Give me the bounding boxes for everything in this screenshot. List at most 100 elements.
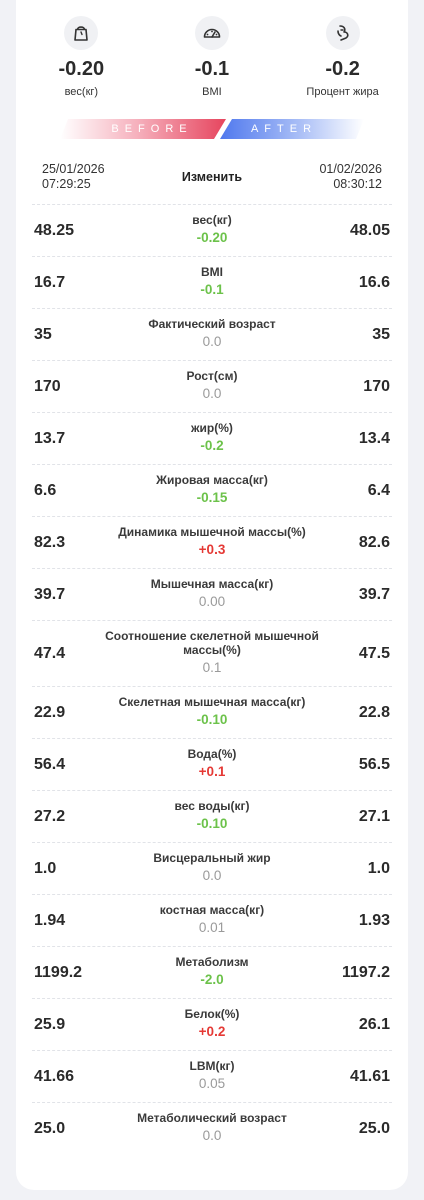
metric-change: 0.05: [198, 1076, 226, 1091]
metric-before-value: 1.94: [34, 911, 66, 929]
metric-row: 6.6 Жировая масса(кг) -0.15 6.4: [32, 464, 392, 516]
metric-after-value: 26.1: [358, 1015, 390, 1033]
after-time: 08:30:12: [333, 177, 382, 191]
metric-after-value: 25.0: [358, 1119, 390, 1137]
metric-change: -0.2: [200, 438, 224, 453]
metric-name: вес(кг): [192, 213, 232, 227]
summary-fat-value: -0.2: [325, 58, 360, 80]
metric-center: Рост(см) 0.0: [92, 369, 332, 402]
metric-name: Скелетная мышечная масса(кг): [118, 695, 306, 709]
metric-before-value: 56.4: [34, 755, 66, 773]
metric-change: +0.2: [198, 1024, 226, 1039]
summary-section: -0.20 вес(кг) -0.1 BMI -0.2 Процент жира: [16, 16, 408, 99]
metric-center: Висцеральный жир 0.0: [92, 851, 332, 884]
metric-after-value: 6.4: [367, 481, 390, 499]
speedometer-icon: [194, 16, 229, 50]
before-label: BEFORE: [111, 123, 193, 135]
edit-button[interactable]: Изменить: [181, 170, 243, 184]
metric-row: 22.9 Скелетная мышечная масса(кг) -0.10 22.…: [32, 686, 392, 738]
metric-change: +0.3: [198, 542, 226, 557]
metric-change: -2.0: [200, 972, 224, 987]
metric-name: BMI: [201, 265, 223, 279]
metric-name: Жировая масса(кг): [156, 473, 268, 487]
metric-after-value: 82.6: [358, 533, 390, 551]
metric-after-value: 1197.2: [341, 963, 390, 981]
metric-center: Метаболизм -2.0: [92, 955, 332, 988]
metric-name: Соотношение скелетной мышечной массы(%): [105, 629, 319, 657]
metric-change: 0.00: [198, 594, 226, 609]
metric-before-value: 39.7: [34, 585, 66, 603]
metric-name: Мышечная масса(кг): [150, 577, 274, 591]
metric-change: 0.01: [198, 920, 226, 935]
metric-name: Вода(%): [187, 747, 237, 761]
metric-before-value: 27.2: [34, 807, 66, 825]
summary-weight-label: вес(кг): [64, 86, 99, 98]
metric-change: -0.10: [196, 712, 228, 727]
date-header: 25/01/2026 07:29:25 Изменить 01/02/2026 …: [42, 162, 382, 194]
metric-row: 16.7 BMI -0.1 16.6: [32, 256, 392, 308]
metric-change: 0.0: [202, 386, 222, 401]
metric-center: LBM(кг) 0.05: [92, 1059, 332, 1092]
weight-scale-icon: [64, 16, 99, 50]
metric-after-value: 41.61: [349, 1067, 390, 1085]
metric-center: BMI -0.1: [92, 265, 332, 298]
metric-row: 56.4 Вода(%) +0.1 56.5: [32, 738, 392, 790]
metric-row: 1199.2 Метаболизм -2.0 1197.2: [32, 946, 392, 998]
metric-after-value: 13.4: [358, 429, 390, 447]
banner-graphic: [60, 119, 364, 139]
metric-name: жир(%): [191, 421, 233, 435]
metric-center: Мышечная масса(кг) 0.00: [92, 577, 332, 610]
metric-name: LBM(кг): [189, 1059, 235, 1073]
metric-name: Висцеральный жир: [153, 851, 271, 865]
before-datetime: 25/01/2026 07:29:25: [42, 162, 105, 192]
metric-name: Белок(%): [184, 1007, 240, 1021]
metric-name: Фактический возраст: [148, 317, 276, 331]
metric-after-value: 35: [372, 325, 390, 343]
metric-row: 41.66 LBM(кг) 0.05 41.61: [32, 1050, 392, 1102]
metric-before-value: 6.6: [34, 481, 57, 499]
summary-bmi: -0.1 BMI: [147, 16, 278, 99]
metric-row: 27.2 вес воды(кг) -0.10 27.1: [32, 790, 392, 842]
metric-after-value: 16.6: [358, 273, 390, 291]
metric-name: Метаболизм: [175, 955, 249, 969]
metric-row: 48.25 вес(кг) -0.20 48.05: [32, 204, 392, 256]
metric-row: 35 Фактический возраст 0.0 35: [32, 308, 392, 360]
metric-change: -0.10: [196, 816, 228, 831]
metric-before-value: 1.0: [34, 859, 57, 877]
metric-before-value: 13.7: [34, 429, 66, 447]
metric-change: -0.1: [200, 282, 224, 297]
before-time: 07:29:25: [42, 177, 91, 191]
metric-change: -0.20: [196, 230, 228, 245]
metric-center: Скелетная мышечная масса(кг) -0.10: [92, 695, 332, 728]
metric-center: вес воды(кг) -0.10: [92, 799, 332, 832]
metric-name: вес воды(кг): [174, 799, 250, 813]
metric-before-value: 1199.2: [34, 963, 83, 981]
metric-row: 13.7 жир(%) -0.2 13.4: [32, 412, 392, 464]
summary-bmi-value: -0.1: [194, 58, 230, 80]
metric-before-value: 16.7: [34, 273, 66, 291]
metric-after-value: 170: [363, 377, 390, 395]
metric-after-value: 47.5: [358, 644, 390, 662]
metric-change: 0.0: [202, 1128, 222, 1143]
summary-weight-value: -0.20: [58, 58, 105, 80]
before-date: 25/01/2026: [42, 162, 105, 176]
metric-before-value: 48.25: [34, 221, 75, 239]
metric-center: Вода(%) +0.1: [92, 747, 332, 780]
metric-row: 1.94 костная масса(кг) 0.01 1.93: [32, 894, 392, 946]
metric-change: +0.1: [198, 764, 226, 779]
metric-before-value: 170: [34, 377, 61, 395]
metric-center: вес(кг) -0.20: [92, 213, 332, 246]
before-after-banner: BEFORE AFTER: [60, 119, 364, 139]
metric-before-value: 25.0: [34, 1119, 66, 1137]
metrics-list: 48.25 вес(кг) -0.20 48.05 16.7 BMI -0.1 16.6 35 Ф…: [32, 204, 392, 1154]
metric-row: 25.9 Белок(%) +0.2 26.1: [32, 998, 392, 1050]
metric-center: Метаболический возраст 0.0: [92, 1111, 332, 1144]
metric-center: Динамика мышечной массы(%) +0.3: [92, 525, 332, 558]
metric-before-value: 41.66: [34, 1067, 75, 1085]
metric-after-value: 22.8: [358, 703, 390, 721]
metric-row: 39.7 Мышечная масса(кг) 0.00 39.7: [32, 568, 392, 620]
metric-row: 25.0 Метаболический возраст 0.0 25.0: [32, 1102, 392, 1154]
metric-after-value: 1.93: [358, 911, 390, 929]
summary-bmi-label: BMI: [202, 86, 222, 98]
metric-change: 0.1: [202, 660, 222, 675]
